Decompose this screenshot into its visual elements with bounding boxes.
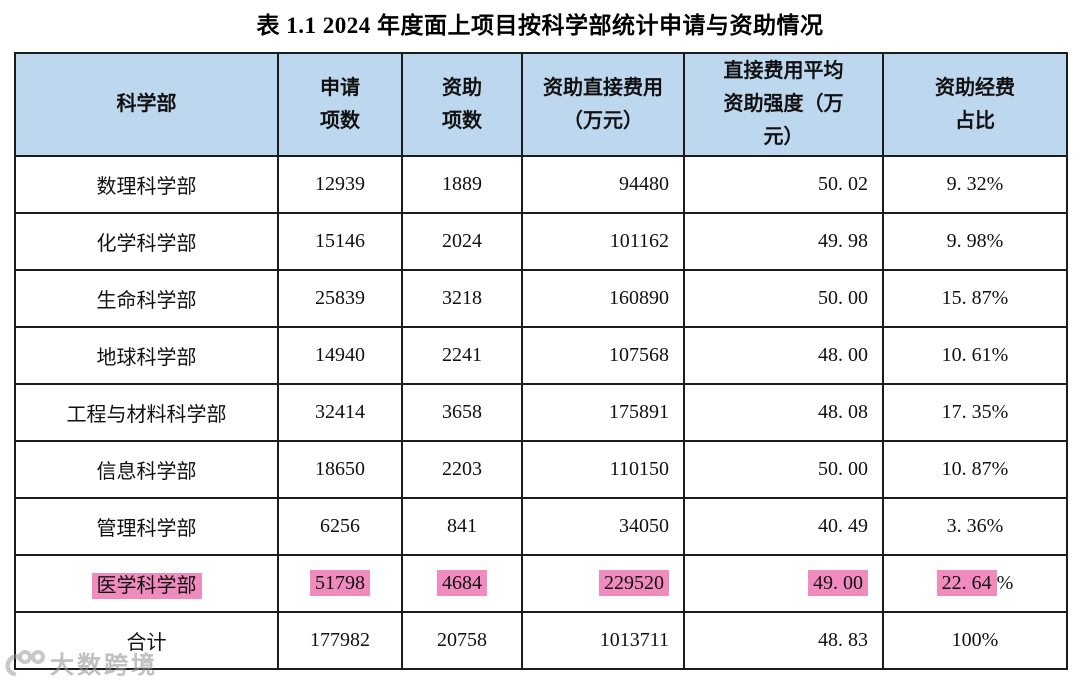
table-cell: 9. 98%	[882, 212, 1068, 271]
table-cell: 9. 32%	[882, 155, 1068, 214]
table-cell: 3658	[401, 383, 523, 442]
table-cell: 177982	[277, 611, 403, 670]
table-cell: 3218	[401, 269, 523, 328]
table-cell: 107568	[521, 326, 685, 385]
header-label: 申请 项数	[320, 76, 360, 132]
table-cell: 34050	[521, 497, 685, 556]
table-cell: 2203	[401, 440, 523, 499]
table-cell: 18650	[277, 440, 403, 499]
table-cell: 合计	[14, 611, 279, 670]
table-cell: 化学科学部	[14, 212, 279, 271]
header-cell-direct-cost: 资助直接费用 （万元）	[521, 52, 685, 157]
table-cell: 2024	[401, 212, 523, 271]
total-row: 合计 177982 20758 1013711 48. 83 100%	[14, 611, 1068, 670]
table-cell: 10. 61%	[882, 326, 1068, 385]
table-cell: 2241	[401, 326, 523, 385]
table-cell: 175891	[521, 383, 685, 442]
highlighted-value: 4684	[437, 570, 487, 596]
header-cell-share: 资助经费 占比	[882, 52, 1068, 157]
table-cell: 14940	[277, 326, 403, 385]
table-cell: 110150	[521, 440, 685, 499]
header-label: 资助 项数	[442, 76, 482, 132]
table-cell: 管理科学部	[14, 497, 279, 556]
highlighted-value: 22. 64	[936, 570, 997, 596]
page-title: 表 1.1 2024 年度面上项目按科学部统计申请与资助情况	[256, 13, 824, 38]
table-cell: 12939	[277, 155, 403, 214]
table-cell: 100%	[882, 611, 1068, 670]
table-cell: 49. 98	[683, 212, 884, 271]
table-cell: 32414	[277, 383, 403, 442]
header-cell-applications: 申请 项数	[277, 52, 403, 157]
table-cell: 51798	[277, 554, 403, 613]
header-label: 资助经费 占比	[935, 76, 1015, 132]
table-row: 医学科学部 51798 4684 229520 49. 00 22. 64%	[14, 554, 1068, 613]
table-cell: 22. 64%	[882, 554, 1068, 613]
table-cell: 25839	[277, 269, 403, 328]
table-cell: 841	[401, 497, 523, 556]
table-cell: 160890	[521, 269, 685, 328]
table-cell: 15146	[277, 212, 403, 271]
table-cell: 信息科学部	[14, 440, 279, 499]
header-label: 直接费用平均 资助强度（万 元）	[723, 60, 844, 148]
header-cell-funded: 资助 项数	[401, 52, 523, 157]
table-cell: 15. 87%	[882, 269, 1068, 328]
header-label: 资助直接费用 （万元）	[543, 76, 663, 132]
table-row: 数理科学部 12939 1889 94480 50. 02 9. 32%	[14, 155, 1068, 214]
table-row: 工程与材料科学部 32414 3658 175891 48. 08 17. 35%	[14, 383, 1068, 442]
table-cell: 医学科学部	[14, 554, 279, 613]
stats-table: 科学部 申请 项数 资助 项数 资助直接费用 （万元） 直接费用平均 资助强度（…	[14, 52, 1068, 670]
table-cell: 生命科学部	[14, 269, 279, 328]
table-row: 信息科学部 18650 2203 110150 50. 00 10. 87%	[14, 440, 1068, 499]
table-row: 生命科学部 25839 3218 160890 50. 00 15. 87%	[14, 269, 1068, 328]
table-cell: 工程与材料科学部	[14, 383, 279, 442]
table-cell: 50. 02	[683, 155, 884, 214]
table-cell: 48. 08	[683, 383, 884, 442]
highlighted-value: 49. 00	[808, 570, 868, 596]
table-cell: 50. 00	[683, 440, 884, 499]
highlighted-value: 51798	[310, 570, 370, 596]
table-cell: 49. 00	[683, 554, 884, 613]
table-cell: 50. 00	[683, 269, 884, 328]
table-cell: 48. 83	[683, 611, 884, 670]
table-cell: 3. 36%	[882, 497, 1068, 556]
table-row: 地球科学部 14940 2241 107568 48. 00 10. 61%	[14, 326, 1068, 385]
header-label: 科学部	[116, 93, 177, 115]
table-cell: 17. 35%	[882, 383, 1068, 442]
table-cell: 1889	[401, 155, 523, 214]
table-cell: 地球科学部	[14, 326, 279, 385]
header-row: 科学部 申请 项数 资助 项数 资助直接费用 （万元） 直接费用平均 资助强度（…	[14, 52, 1068, 157]
table-cell: 4684	[401, 554, 523, 613]
table-cell: 20758	[401, 611, 523, 670]
table-cell: 101162	[521, 212, 685, 271]
table-row: 化学科学部 15146 2024 101162 49. 98 9. 98%	[14, 212, 1068, 271]
table-cell: 10. 87%	[882, 440, 1068, 499]
table-cell: 48. 00	[683, 326, 884, 385]
table-cell: 40. 49	[683, 497, 884, 556]
table-cell: 数理科学部	[14, 155, 279, 214]
table-cell: 94480	[521, 155, 685, 214]
highlighted-value: 医学科学部	[91, 573, 202, 599]
highlighted-value: 229520	[599, 570, 669, 596]
table-cell: 1013711	[521, 611, 685, 670]
table-cell: 6256	[277, 497, 403, 556]
header-cell-department: 科学部	[14, 52, 279, 157]
table-row: 管理科学部 6256 841 34050 40. 49 3. 36%	[14, 497, 1068, 556]
header-cell-avg-intensity: 直接费用平均 资助强度（万 元）	[683, 52, 884, 157]
table-cell: 229520	[521, 554, 685, 613]
